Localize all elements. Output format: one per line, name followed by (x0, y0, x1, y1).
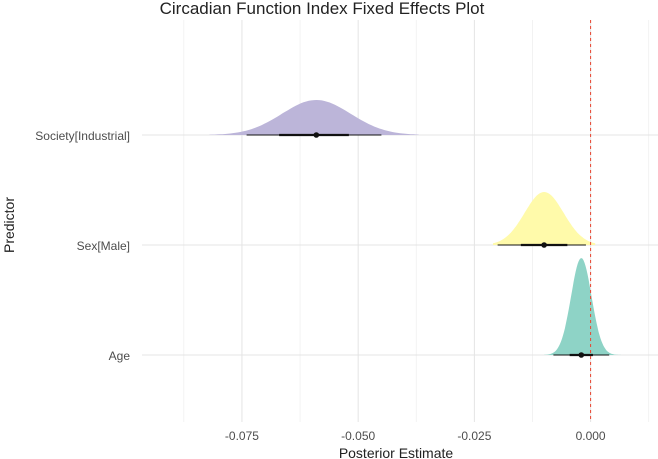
interval-bars (246, 132, 610, 358)
y-tick-label: Sex[Male] (77, 239, 130, 253)
x-tick-label: -0.050 (341, 429, 375, 443)
grid-lines (142, 20, 658, 422)
density-curves (209, 100, 624, 355)
x-tick-labels: -0.075 -0.050 -0.025 0.000 (225, 429, 606, 443)
x-axis-title: Posterior Estimate (339, 445, 454, 459)
median-point (578, 352, 585, 358)
y-axis-title: Predictor (1, 197, 17, 253)
y-tick-label: Age (109, 349, 131, 363)
x-tick-label: -0.025 (457, 429, 491, 443)
density-sex-male- (493, 192, 596, 245)
y-tick-labels: Society[Industrial] Sex[Male] Age (35, 129, 130, 363)
median-point (313, 132, 320, 138)
chart-title: Circadian Function Index Fixed Effects P… (160, 0, 485, 18)
density-society-industrial- (209, 100, 419, 135)
median-point (541, 242, 547, 248)
density-age (544, 258, 624, 355)
x-tick-label: -0.075 (225, 429, 259, 443)
y-tick-label: Society[Industrial] (35, 129, 130, 143)
x-tick-label: 0.000 (576, 429, 606, 443)
